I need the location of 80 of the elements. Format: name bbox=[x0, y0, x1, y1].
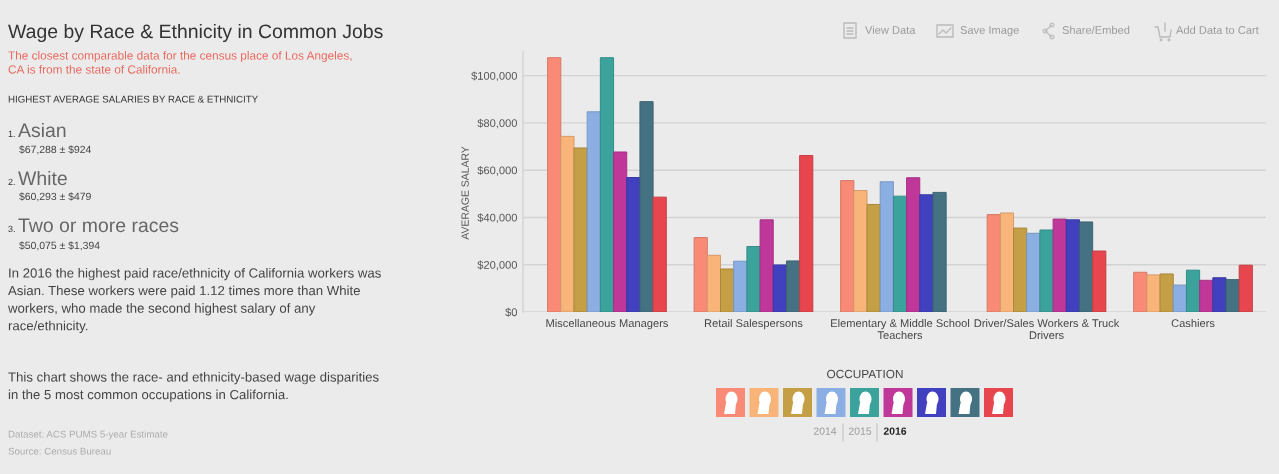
bar bbox=[892, 195, 908, 312]
bar bbox=[1092, 250, 1107, 312]
bar bbox=[906, 177, 921, 312]
bar bbox=[1212, 277, 1227, 312]
text: Share/Embed bbox=[1062, 25, 1130, 34]
y-tick-label: $60,000 bbox=[477, 165, 518, 176]
bar bbox=[853, 190, 868, 312]
bar bbox=[772, 264, 787, 312]
bar bbox=[613, 151, 628, 312]
bar bbox=[999, 212, 1015, 312]
bar bbox=[599, 57, 615, 312]
y-tick-label: $80,000 bbox=[477, 118, 518, 129]
bar bbox=[1133, 271, 1148, 312]
text: $50,075 ± $1,394 bbox=[19, 241, 100, 251]
text: Add Data to Cart bbox=[1176, 25, 1259, 34]
text: 1. bbox=[8, 130, 15, 137]
bar bbox=[932, 191, 947, 312]
bar bbox=[1185, 269, 1201, 312]
text: The closest comparable data for the census place of Los Angeles, CA is from the state of California. bbox=[8, 51, 352, 74]
text: Dataset: ACS PUMS 5-year Estimate bbox=[8, 430, 168, 440]
bar bbox=[879, 181, 894, 312]
bar bbox=[1013, 227, 1028, 312]
text: $60,293 ± $479 bbox=[19, 192, 91, 202]
bar bbox=[799, 155, 814, 312]
text: HIGHEST AVERAGE SALARIES BY RACE & ETHNICITY bbox=[8, 95, 258, 103]
text: 2014 bbox=[813, 427, 837, 435]
text: 3. bbox=[8, 225, 15, 233]
bar bbox=[652, 196, 667, 312]
text: Two or more races bbox=[18, 218, 179, 233]
bar bbox=[919, 194, 934, 312]
bar bbox=[785, 260, 801, 312]
bar bbox=[1078, 221, 1094, 312]
x-tick-label: Driver/Sales Workers & Truck Drivers bbox=[974, 318, 1120, 340]
bar bbox=[1065, 219, 1080, 312]
bar bbox=[986, 214, 1001, 312]
text: Wage by Race & Ethnicity in Common Jobs bbox=[8, 23, 383, 43]
bar bbox=[1026, 232, 1041, 312]
x-axis-title: OCCUPATION bbox=[827, 369, 903, 379]
text: This chart shows the race- and ethnicity-based wage disparities in the 5 most common occupations in California. bbox=[8, 372, 379, 402]
bar bbox=[840, 180, 855, 312]
x-tick-label: Miscellaneous Managers bbox=[546, 318, 669, 330]
bar bbox=[759, 219, 774, 312]
text: Save Image bbox=[960, 26, 1019, 37]
bar bbox=[573, 147, 588, 312]
text: Asian bbox=[18, 122, 66, 138]
text: 2. bbox=[8, 178, 15, 185]
y-axis-title: AVERAGE SALARY bbox=[461, 146, 469, 240]
text: White bbox=[18, 170, 67, 186]
x-tick-label: Cashiers bbox=[1171, 318, 1215, 328]
y-tick-label: $40,000 bbox=[477, 213, 518, 223]
bar bbox=[1199, 279, 1214, 312]
text: View Data bbox=[865, 25, 916, 34]
bar bbox=[639, 101, 654, 312]
bar bbox=[746, 246, 761, 312]
bar bbox=[586, 111, 601, 312]
bar bbox=[866, 203, 881, 312]
bar bbox=[693, 237, 708, 312]
bar bbox=[1159, 273, 1174, 312]
bar bbox=[560, 135, 575, 312]
bar bbox=[1146, 274, 1161, 312]
bar bbox=[626, 177, 641, 312]
bar bbox=[720, 268, 735, 312]
y-tick-label: $0 bbox=[505, 307, 518, 317]
bar bbox=[1039, 229, 1054, 312]
text: 2015 bbox=[848, 427, 872, 435]
source-note: Source: Census Bureau bbox=[8, 447, 111, 455]
text: $67,288 ± $924 bbox=[19, 145, 92, 155]
bar bbox=[706, 254, 721, 312]
text: 2016 bbox=[883, 427, 907, 435]
bar bbox=[1172, 284, 1187, 312]
bar bbox=[1238, 264, 1253, 312]
x-tick-label: Elementary & Middle School Teachers bbox=[831, 318, 970, 340]
bar bbox=[733, 260, 748, 312]
y-tick-label: $100,000 bbox=[471, 71, 518, 82]
bar bbox=[547, 57, 562, 312]
y-tick-label: $20,000 bbox=[477, 260, 518, 271]
text: In 2016 the highest paid race/ethnicity of California workers was Asian. These workers were paid 1.12 times more than White workers, who made the second highest salary of any race/ethnicity. bbox=[7, 268, 381, 333]
bar bbox=[1225, 279, 1240, 312]
x-tick-label: Retail Salespersons bbox=[704, 318, 803, 330]
bar bbox=[1052, 218, 1067, 312]
